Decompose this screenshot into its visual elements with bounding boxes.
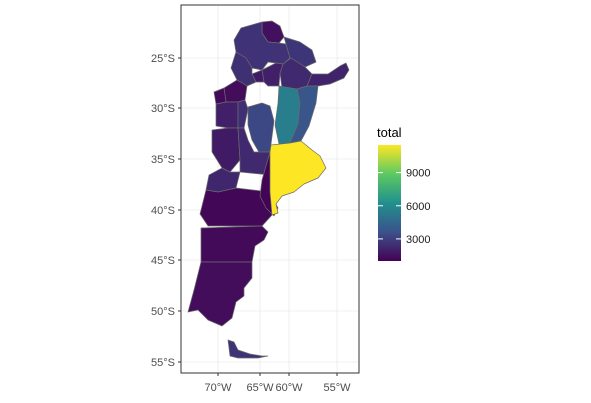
legend-title: total	[377, 125, 402, 140]
y-tick-label: 50°S	[151, 306, 175, 318]
y-tick-label: 40°S	[151, 205, 175, 217]
x-axis: 70°W 65°W 60°W 55°W	[204, 373, 351, 394]
y-axis: 25°S 30°S 35°S 40°S 45°S 50°S 55°S	[151, 53, 181, 369]
y-tick-label: 35°S	[151, 154, 175, 166]
legend-tick-label: 3000	[406, 234, 430, 246]
x-tick-label: 65°W	[246, 382, 274, 394]
legend-colorbar	[378, 145, 401, 261]
x-tick-label: 55°W	[323, 382, 351, 394]
x-tick-label: 70°W	[204, 382, 232, 394]
legend-tick-label: 9000	[406, 168, 430, 180]
legend: total 9000 6000 3000	[377, 125, 430, 261]
x-tick-label: 60°W	[275, 382, 303, 394]
y-tick-label: 45°S	[151, 255, 175, 267]
y-tick-label: 25°S	[151, 53, 175, 65]
legend-tick-label: 6000	[406, 201, 430, 213]
y-tick-label: 55°S	[151, 357, 175, 369]
y-tick-label: 30°S	[151, 103, 175, 115]
province-region	[216, 102, 238, 128]
map-panel	[181, 5, 359, 373]
